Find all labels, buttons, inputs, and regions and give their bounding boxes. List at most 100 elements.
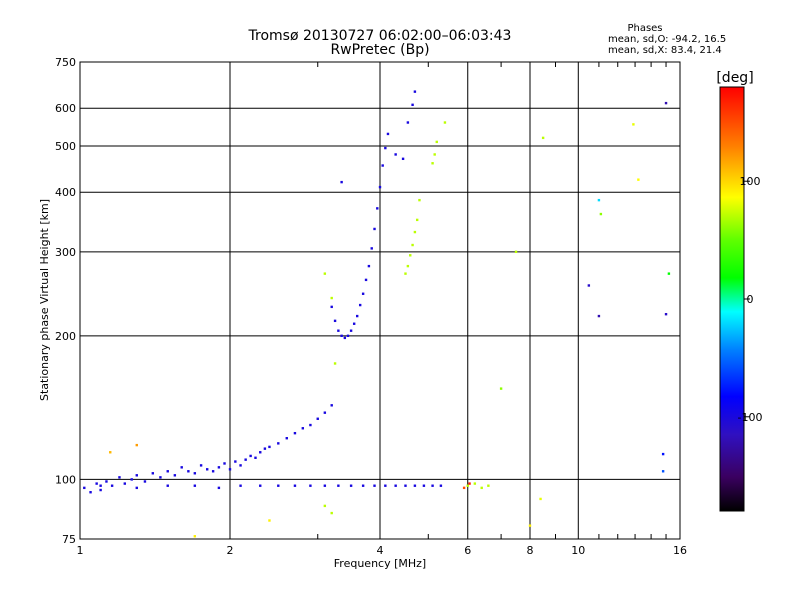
data-point (211, 470, 215, 473)
data-point (528, 524, 532, 527)
data-point (394, 484, 397, 487)
x-tick-label: 4 (377, 544, 384, 557)
data-point (205, 468, 209, 471)
data-point (664, 101, 668, 105)
data-point (130, 478, 133, 481)
data-point (180, 466, 183, 469)
data-point (386, 132, 390, 136)
data-point (330, 511, 333, 515)
phases-title: Phases (627, 23, 662, 34)
data-point (217, 486, 221, 490)
data-point (343, 336, 347, 340)
data-point (411, 243, 414, 247)
data-point (95, 482, 98, 485)
data-point (316, 417, 319, 420)
data-point (406, 264, 410, 268)
y-tick-label: 200 (55, 330, 76, 343)
y-tick-label: 100 (55, 473, 76, 486)
data-point (330, 404, 333, 407)
data-point (228, 468, 232, 471)
data-point (173, 474, 177, 477)
plot-frame (79, 61, 681, 540)
colorbar-ticks: -100 0 100 (738, 175, 763, 424)
data-point (166, 484, 169, 487)
data-point (361, 484, 365, 487)
data-point (587, 284, 591, 287)
phases-o: mean, sd,O: -94.2, 16.5 (608, 34, 726, 45)
data-point (193, 535, 197, 538)
data-point (244, 458, 247, 461)
data-point (413, 484, 417, 487)
data-point (404, 272, 407, 275)
x-tick-label: 6 (464, 544, 471, 557)
data-point (309, 484, 312, 487)
colorbar-tick-label: -100 (738, 411, 763, 424)
data-point (597, 198, 601, 202)
data-point (367, 264, 371, 268)
y-tick-label: 750 (55, 56, 76, 69)
phases-x: mean, sd,X: 83.4, 21.4 (608, 45, 722, 56)
data-point (323, 272, 327, 275)
data-point (199, 464, 203, 467)
data-point (277, 484, 280, 487)
data-point (151, 472, 155, 475)
data-point (418, 198, 421, 202)
data-point (539, 497, 542, 501)
y-axis-ticks: 75 100 200 300 400 500 600 750 (55, 56, 76, 546)
data-point (83, 486, 86, 490)
data-point (381, 164, 384, 167)
data-point (249, 454, 252, 458)
data-point (217, 466, 221, 469)
data-point (239, 464, 242, 467)
data-point (123, 482, 126, 485)
data-point (323, 484, 327, 487)
data-point (422, 484, 426, 487)
data-point (443, 121, 447, 124)
data-point (109, 451, 112, 454)
data-point (411, 103, 414, 107)
data-point (259, 451, 262, 454)
data-point (293, 431, 297, 435)
data-point (462, 486, 466, 490)
data-point (333, 319, 337, 323)
data-point (330, 296, 333, 300)
data-point (337, 329, 340, 332)
data-point (254, 456, 257, 459)
data-point (370, 247, 373, 250)
data-point (384, 146, 387, 150)
data-points (83, 90, 671, 538)
x-axis-ticks: 1 2 4 6 8 10 16 (77, 62, 687, 557)
x-tick-label: 8 (527, 544, 534, 557)
data-point (404, 484, 407, 487)
data-point (309, 423, 312, 427)
data-point (193, 472, 197, 475)
data-point (364, 278, 368, 282)
data-point (378, 185, 382, 189)
data-point (667, 272, 671, 275)
data-point (373, 484, 376, 487)
colorbar-tick-label: 0 (747, 293, 754, 306)
data-point (330, 305, 333, 309)
colorbar-label: [deg] (716, 70, 753, 86)
data-point (413, 230, 417, 234)
x-tick-label: 10 (571, 544, 585, 557)
data-point (301, 427, 305, 430)
data-point (239, 484, 242, 487)
colorbar (719, 86, 745, 512)
y-tick-label: 400 (55, 186, 76, 199)
data-point (632, 123, 635, 126)
data-point (293, 484, 297, 487)
data-point (349, 484, 353, 487)
data-point (473, 482, 477, 485)
data-point (263, 447, 267, 450)
data-point (373, 227, 376, 231)
data-point (439, 484, 443, 487)
data-point (234, 460, 237, 463)
data-point (409, 254, 412, 257)
data-point (223, 462, 226, 465)
colorbar-tick-label: 100 (740, 175, 761, 188)
data-point (384, 484, 387, 487)
data-point (323, 504, 327, 508)
data-point (285, 437, 288, 440)
